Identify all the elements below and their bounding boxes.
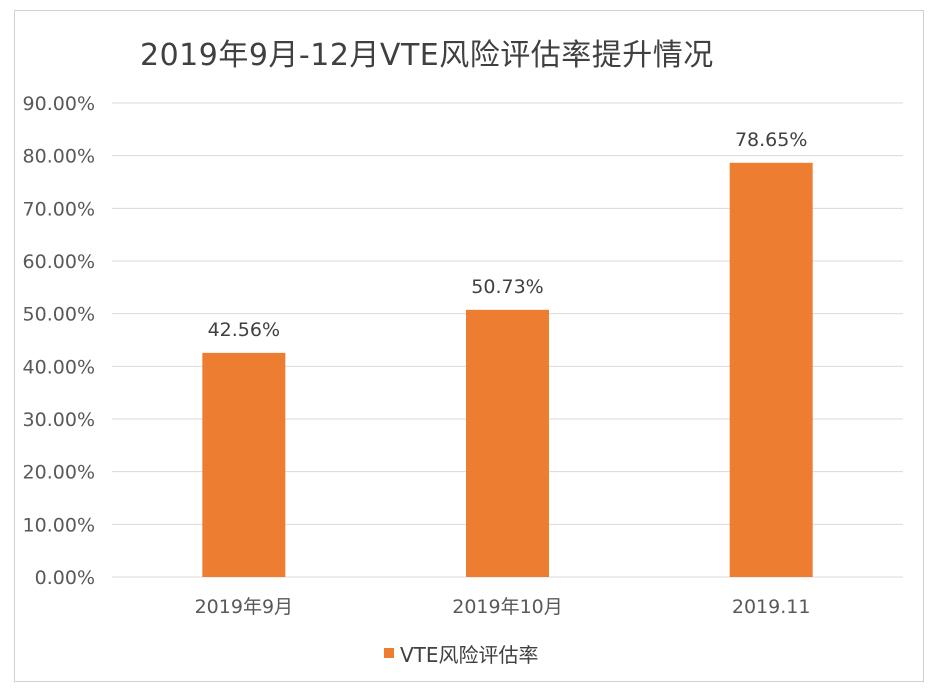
y-tick-label: 90.00% xyxy=(23,93,95,115)
y-tick-label: 70.00% xyxy=(23,198,95,220)
y-tick-label: 10.00% xyxy=(23,514,95,536)
bar xyxy=(729,162,813,577)
legend-swatch xyxy=(384,648,394,658)
y-tick-label: 80.00% xyxy=(23,146,95,168)
y-tick-label: 30.00% xyxy=(23,409,95,431)
y-tick-label: 50.00% xyxy=(23,304,95,326)
legend-label: VTE风险评估率 xyxy=(400,642,539,667)
y-tick-label: 40.00% xyxy=(23,356,95,378)
data-label: 78.65% xyxy=(735,129,807,151)
data-label: 42.56% xyxy=(208,319,280,341)
y-tick-label: 60.00% xyxy=(23,251,95,273)
x-tick-label: 2019年10月 xyxy=(452,596,563,618)
bar xyxy=(466,309,549,577)
chart-title: 2019年9月-12月VTE风险评估率提升情况 xyxy=(140,38,714,73)
data-label: 50.73% xyxy=(471,276,543,298)
bar xyxy=(202,352,286,577)
y-tick-label: 20.00% xyxy=(23,462,95,484)
x-tick-label: 2019.11 xyxy=(732,596,811,618)
legend: VTE风险评估率 xyxy=(384,641,539,667)
y-tick-label: 0.00% xyxy=(35,567,95,589)
x-tick-label: 2019年9月 xyxy=(195,596,293,618)
